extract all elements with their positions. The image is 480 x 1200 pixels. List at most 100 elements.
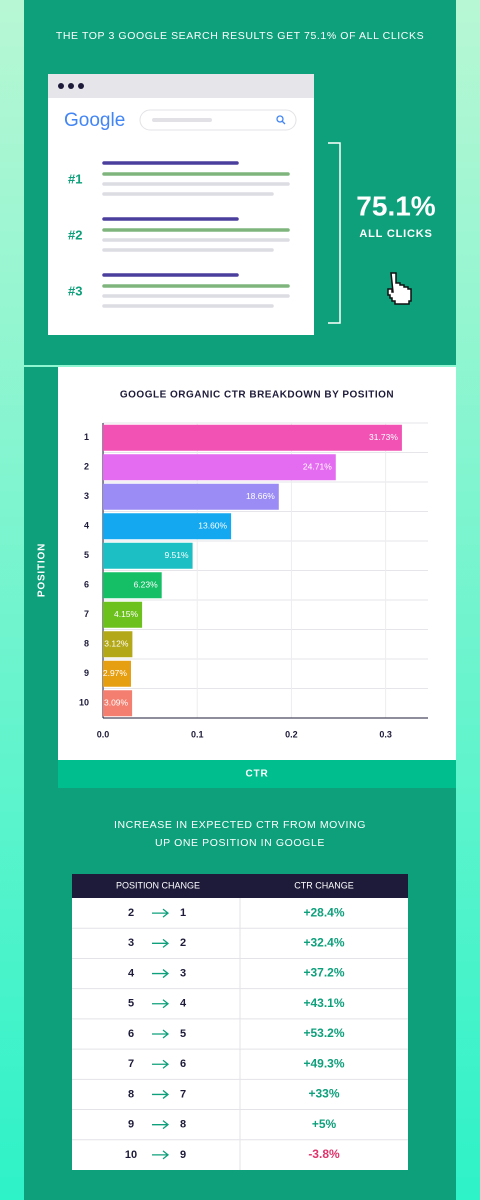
search-icon (281, 120, 286, 125)
search-box (139, 109, 297, 131)
from-position: 10 (125, 1149, 137, 1161)
bar (103, 424, 402, 451)
rank-label: #2 (68, 227, 82, 242)
arrow (152, 1059, 170, 1069)
ctr-change: +49.3% (303, 1056, 344, 1070)
y-tick-label: 10 (79, 698, 89, 708)
y-tick-label: 2 (84, 462, 89, 472)
from-position: 2 (128, 907, 134, 919)
ctr-change: +5% (312, 1117, 337, 1131)
to-position: 6 (180, 1058, 186, 1070)
bar (103, 542, 193, 569)
ctr-change: +53.2% (303, 1026, 344, 1040)
bar (103, 690, 133, 717)
y-tick-label: 1 (84, 432, 89, 442)
value-label: 18.66% (246, 491, 275, 501)
arrow (152, 1029, 170, 1039)
cursor-icon (387, 272, 412, 305)
plot: 0.0 0.1 0.2 0.3 1 31.73% 2 24.71% 3 18.66% 4 13.60%… (79, 422, 428, 739)
x-tick-label: 0.2 (285, 729, 298, 739)
arrow (152, 908, 170, 918)
bar (103, 513, 232, 540)
bar (103, 483, 279, 510)
arrow (152, 1120, 170, 1130)
to-position: 7 (180, 1088, 186, 1100)
ctr-change: +37.2% (303, 966, 344, 980)
x-tick-label: 0.1 (191, 729, 204, 739)
table-title: UP ONE POSITION IN GOOGLE (155, 837, 325, 849)
x-axis-label: CTR (246, 769, 269, 780)
y-axis-label: POSITION (37, 543, 48, 597)
ctr-change: +28.4% (303, 905, 344, 919)
callout-value: 75.1% (356, 190, 435, 221)
dot (78, 83, 84, 89)
y-tick-label: 8 (84, 639, 89, 649)
from-position: 8 (128, 1088, 134, 1100)
search-icon (276, 115, 284, 123)
arrow (152, 1089, 170, 1099)
x-tick-label: 0.3 (379, 729, 392, 739)
column-header: CTR CHANGE (294, 880, 354, 890)
arrow (152, 1150, 170, 1160)
from-position: 7 (128, 1058, 134, 1070)
from-position: 4 (128, 967, 135, 979)
from-position: 3 (128, 937, 134, 949)
ctr-change: +32.4% (303, 936, 344, 950)
bar (103, 660, 131, 687)
bar (103, 454, 336, 481)
axis-strip (24, 367, 58, 788)
bar (103, 601, 143, 628)
to-position: 5 (180, 1028, 186, 1040)
to-position: 3 (180, 967, 186, 979)
bar (103, 631, 133, 658)
header-title: THE TOP 3 GOOGLE SEARCH RESULTS GET 75.1… (56, 30, 424, 42)
x-label-strip (58, 760, 456, 788)
search-placeholder (152, 118, 212, 122)
table: INCREASE IN EXPECTED CTR FROM MOVING UP O… (72, 819, 408, 1170)
value-label: 31.73% (369, 432, 398, 442)
value-label: 3.12% (104, 639, 129, 649)
results: #1 #2 #3 (68, 161, 290, 308)
table-header (72, 874, 408, 898)
y-tick-label: 9 (84, 668, 89, 678)
from-position: 5 (128, 998, 134, 1010)
from-position: 6 (128, 1028, 134, 1040)
arrow (152, 999, 170, 1009)
value-label: 4.15% (114, 609, 139, 619)
x-tick-label: 0.0 (97, 729, 110, 739)
arrow (152, 969, 170, 979)
from-position: 9 (128, 1119, 134, 1131)
ctr-change: -3.8% (308, 1147, 340, 1161)
y-tick-label: 4 (84, 521, 89, 531)
bracket (328, 142, 341, 324)
ctr-change: +33% (308, 1087, 339, 1101)
arrow (152, 938, 170, 948)
value-label: 2.97% (103, 668, 128, 678)
y-tick-label: 7 (84, 609, 89, 619)
y-tick-label: 3 (84, 491, 89, 501)
ctr-change: +43.1% (303, 996, 344, 1010)
dot (68, 83, 74, 89)
browser-bar (48, 74, 314, 98)
y-tick-label: 6 (84, 580, 89, 590)
chart-title: GOOGLE ORGANIC CTR BREAKDOWN BY POSITION (120, 390, 394, 401)
callout-label: ALL CLICKS (359, 228, 432, 240)
to-position: 4 (180, 998, 187, 1010)
google-logo: Google (64, 110, 125, 131)
value-label: 13.60% (198, 521, 227, 531)
table-title: INCREASE IN EXPECTED CTR FROM MOVING (114, 819, 366, 831)
rank-label: #3 (68, 283, 82, 298)
bar (103, 572, 162, 599)
to-position: 1 (180, 907, 186, 919)
to-position: 2 (180, 937, 186, 949)
to-position: 8 (180, 1119, 186, 1131)
value-label: 24.71% (303, 462, 332, 472)
rank-label: #1 (68, 171, 82, 186)
column-header: POSITION CHANGE (116, 880, 200, 890)
to-position: 9 (180, 1149, 186, 1161)
y-tick-label: 5 (84, 550, 89, 560)
value-label: 9.51% (164, 550, 189, 560)
dot (58, 83, 64, 89)
